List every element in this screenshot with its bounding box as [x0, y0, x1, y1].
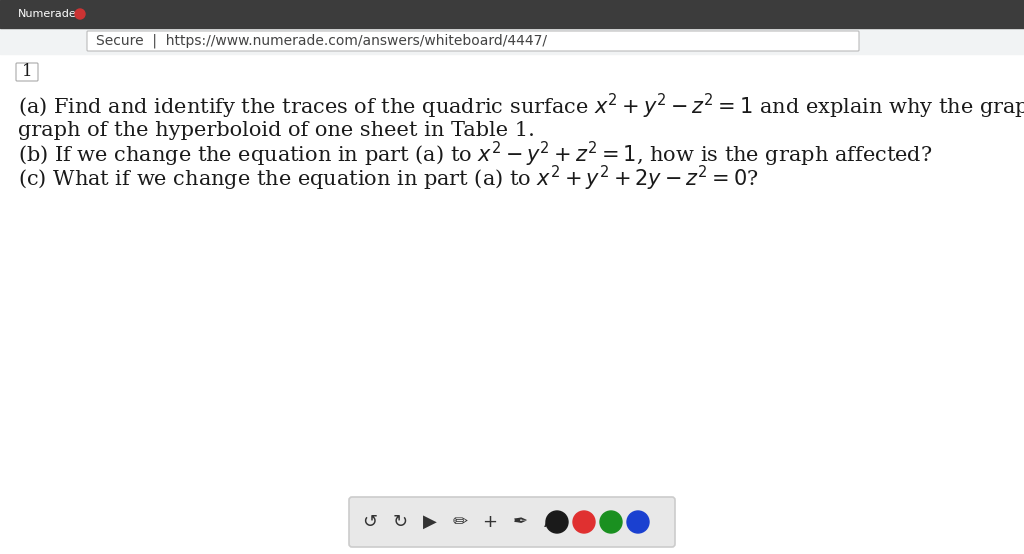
- Bar: [0, 28, 1024, 54]
- Circle shape: [546, 511, 568, 533]
- Text: (b) If we change the equation in part (a) to $x^2 - y^2 + z^2 = 1$, how is the g: (b) If we change the equation in part (a…: [18, 140, 932, 168]
- Text: graph of the hyperboloid of one sheet in Table 1.: graph of the hyperboloid of one sheet in…: [18, 121, 535, 140]
- Circle shape: [75, 9, 85, 19]
- Bar: [0, 0, 1024, 28]
- Text: ✏: ✏: [453, 513, 468, 531]
- Text: A: A: [544, 513, 556, 531]
- Text: (a) Find and identify the traces of the quadric surface $x^2 + y^2 - z^2 = 1$ an: (a) Find and identify the traces of the …: [18, 91, 1024, 121]
- Text: ✒: ✒: [512, 513, 527, 531]
- Text: (c) What if we change the equation in part (a) to $x^2 + y^2 + 2y - z^2 = 0$?: (c) What if we change the equation in pa…: [18, 163, 759, 193]
- Text: +: +: [482, 513, 498, 531]
- Circle shape: [600, 511, 622, 533]
- FancyBboxPatch shape: [87, 31, 859, 51]
- Text: ↻: ↻: [392, 513, 408, 531]
- FancyBboxPatch shape: [349, 497, 675, 547]
- Text: Numerade: Numerade: [18, 9, 77, 19]
- Circle shape: [573, 511, 595, 533]
- Text: Secure  |  https://www.numerade.com/answers/whiteboard/4447/: Secure | https://www.numerade.com/answer…: [96, 34, 547, 48]
- FancyBboxPatch shape: [16, 63, 38, 81]
- Text: 1: 1: [22, 64, 33, 80]
- Text: ▶: ▶: [423, 513, 437, 531]
- Text: ↺: ↺: [362, 513, 378, 531]
- Circle shape: [627, 511, 649, 533]
